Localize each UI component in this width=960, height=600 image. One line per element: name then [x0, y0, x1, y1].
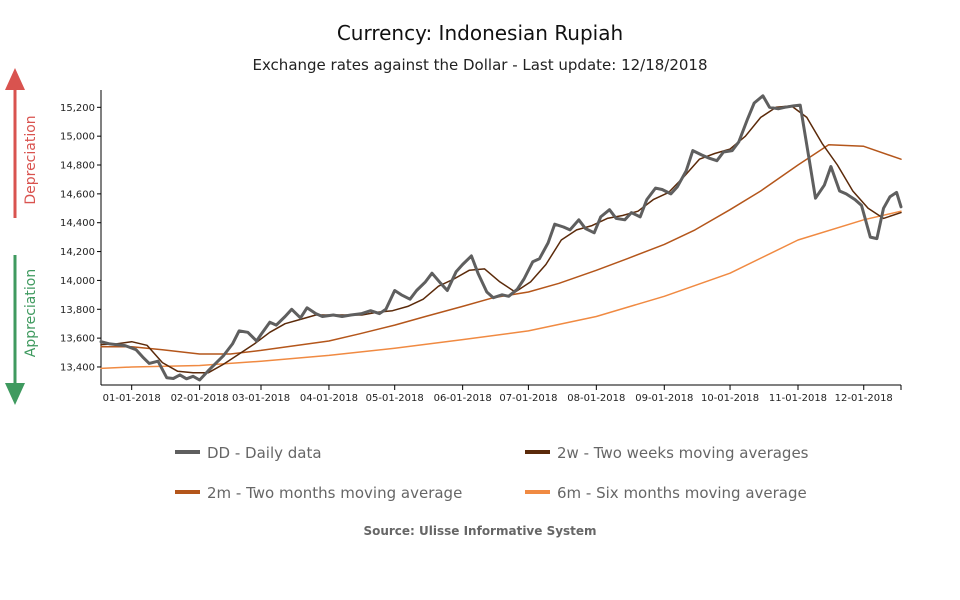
down-arrow-icon — [5, 383, 25, 405]
appreciation-indicator: Appreciation — [5, 255, 39, 405]
x-tick-label: 03-01-2018 — [232, 393, 290, 404]
legend-label: 6m - Six months moving average — [557, 484, 807, 502]
x-tick-label: 07-01-2018 — [499, 393, 557, 404]
y-tick-label: 15,200 — [60, 103, 95, 114]
x-tick-label: 11-01-2018 — [769, 393, 827, 404]
legend-label: 2w - Two weeks moving averages — [557, 444, 809, 462]
up-arrow-icon — [5, 68, 25, 90]
y-tick-label: 14,200 — [60, 247, 95, 258]
y-tick-label: 15,000 — [60, 132, 95, 143]
legend-swatch — [525, 490, 550, 494]
y-tick-label: 13,400 — [60, 362, 95, 373]
plot-area: 13,400 13,600 13,800 14,000 14,200 14,400 14,6… — [60, 90, 903, 404]
x-tick-label: 05-01-2018 — [366, 393, 424, 404]
x-tick-label: 02-01-2018 — [171, 393, 229, 404]
legend-label: 2m - Two months moving average — [207, 484, 462, 502]
x-tick-label: 01-01-2018 — [103, 393, 161, 404]
series-line — [100, 105, 902, 374]
y-tick-label: 14,600 — [60, 189, 95, 200]
legend-swatch — [175, 490, 200, 494]
legend-label: DD - Daily data — [207, 444, 322, 462]
y-tick-label: 13,600 — [60, 334, 95, 345]
depreciation-indicator: Depreciation — [5, 68, 39, 218]
series-line — [99, 94, 903, 382]
chart-subtitle: Exchange rates against the Dollar - Last… — [252, 56, 707, 74]
y-tick-label: 14,400 — [60, 218, 95, 229]
legend-swatch — [525, 450, 550, 454]
legend-swatch — [175, 450, 200, 454]
legend: DD - Daily data 2w - Two weeks moving ave… — [175, 444, 809, 502]
x-tick-label: 09-01-2018 — [635, 393, 693, 404]
series-line — [100, 210, 902, 370]
x-tick-label: 12-01-2018 — [835, 393, 893, 404]
chart-title: Currency: Indonesian Rupiah — [337, 21, 623, 45]
series-line — [100, 144, 902, 355]
depreciation-label: Depreciation — [23, 115, 39, 204]
appreciation-label: Appreciation — [23, 269, 39, 357]
x-tick-label: 06-01-2018 — [434, 393, 492, 404]
x-tick-label: 10-01-2018 — [701, 393, 759, 404]
x-tick-label: 08-01-2018 — [567, 393, 625, 404]
y-tick-label: 13,800 — [60, 305, 95, 316]
x-tick-label: 04-01-2018 — [300, 393, 358, 404]
y-tick-label: 14,000 — [60, 276, 95, 287]
source-note: Source: Ulisse Informative System — [363, 524, 596, 538]
y-tick-label: 14,800 — [60, 161, 95, 172]
